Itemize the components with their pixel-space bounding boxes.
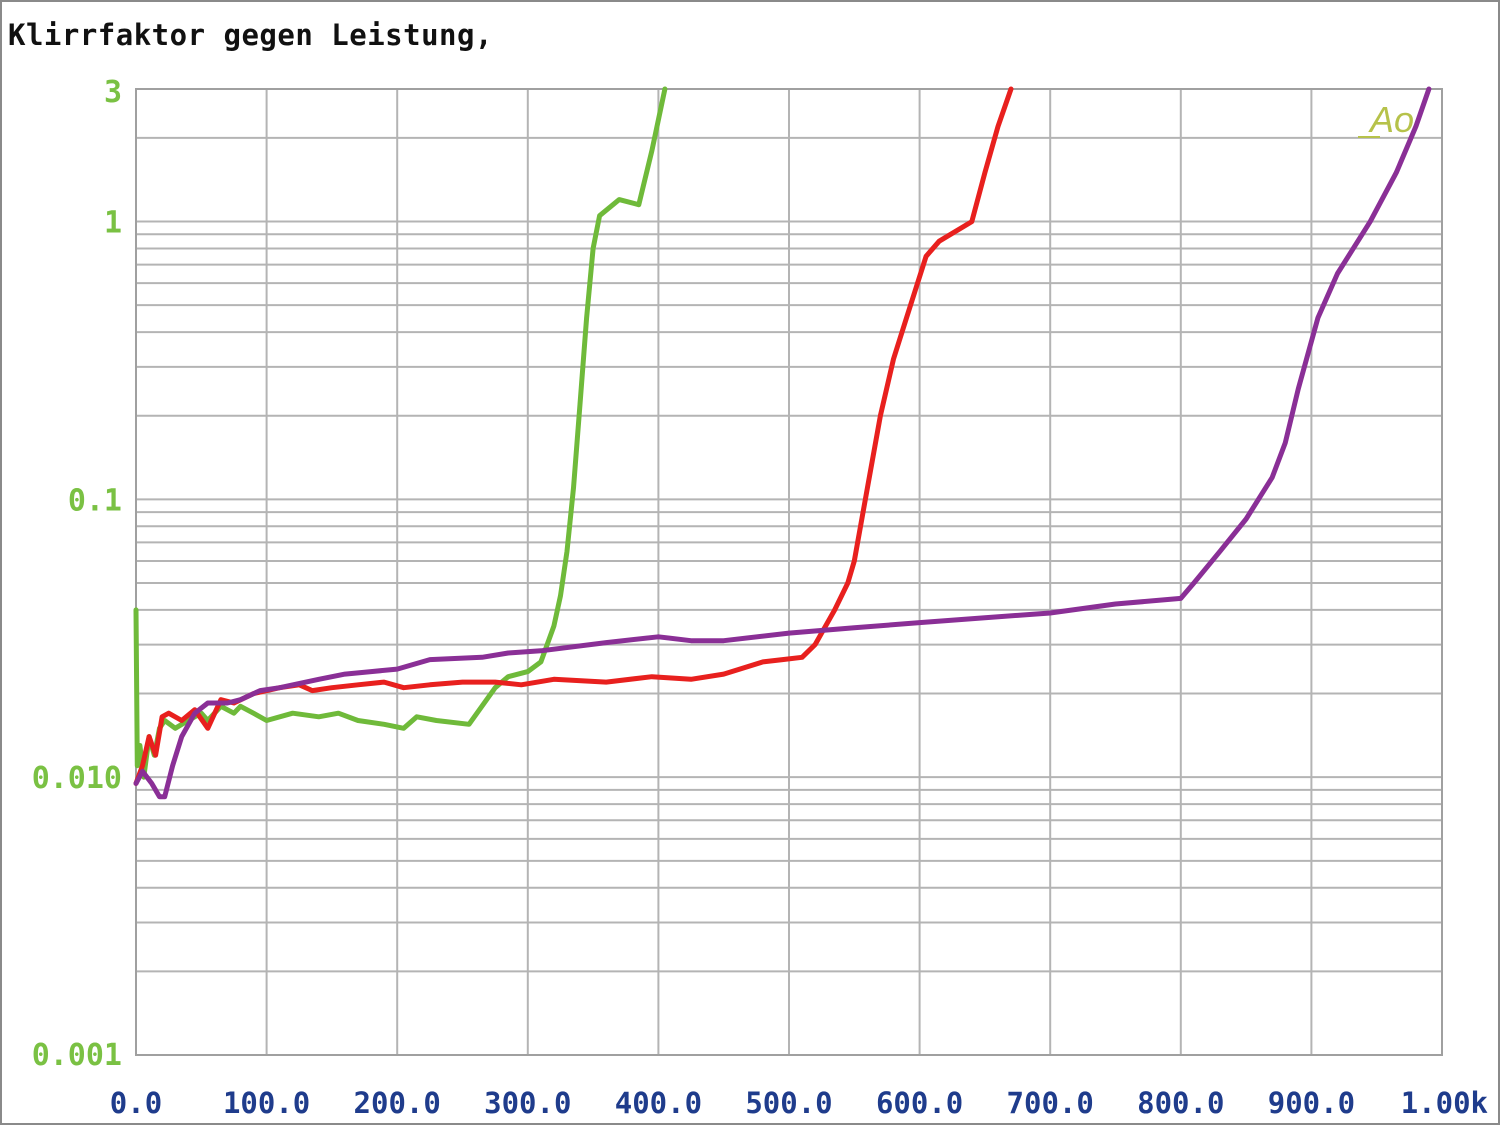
series-lines: [133, 86, 1432, 800]
y-tick-label: 0.010: [32, 761, 122, 796]
x-tick-label: 600.0: [876, 1086, 963, 1120]
series-line-purple: [133, 86, 1432, 800]
plot-area-border: [135, 88, 1443, 1056]
chart-title: Klirrfaktor gegen Leistung,: [8, 18, 493, 52]
x-tick-label: 700.0: [1007, 1086, 1094, 1120]
x-tick-label: 900.0: [1268, 1086, 1355, 1120]
grid: [135, 88, 1443, 1056]
y-tick-label: 0.1: [68, 483, 122, 518]
x-tick-label: 500.0: [745, 1086, 832, 1120]
x-tick-label: 1.00k: [1401, 1086, 1488, 1120]
y-tick-labels: 3 1 0.1 0.010 0.001: [32, 75, 122, 1073]
x-tick-label: 400.0: [615, 1086, 702, 1120]
series-line-green: [133, 86, 668, 780]
annotation-label: Ao: [1368, 99, 1414, 140]
x-tick-label: 100.0: [223, 1086, 310, 1120]
x-tick-labels: 0.0 100.0 200.0 300.0 400.0 500.0 600.0 700.0 80…: [110, 1086, 1488, 1120]
y-tick-label: 1: [104, 206, 122, 241]
x-tick-label: 0.0: [110, 1086, 162, 1120]
x-tick-label: 200.0: [354, 1086, 441, 1120]
y-tick-label: 0.001: [32, 1038, 122, 1073]
x-tick-label: 300.0: [484, 1086, 571, 1120]
x-tick-label: 800.0: [1137, 1086, 1224, 1120]
y-tick-label: 3: [104, 75, 122, 110]
plot-border: [135, 88, 1443, 1056]
annotations: Ao: [1358, 99, 1414, 140]
series-line-red: [133, 86, 1014, 786]
